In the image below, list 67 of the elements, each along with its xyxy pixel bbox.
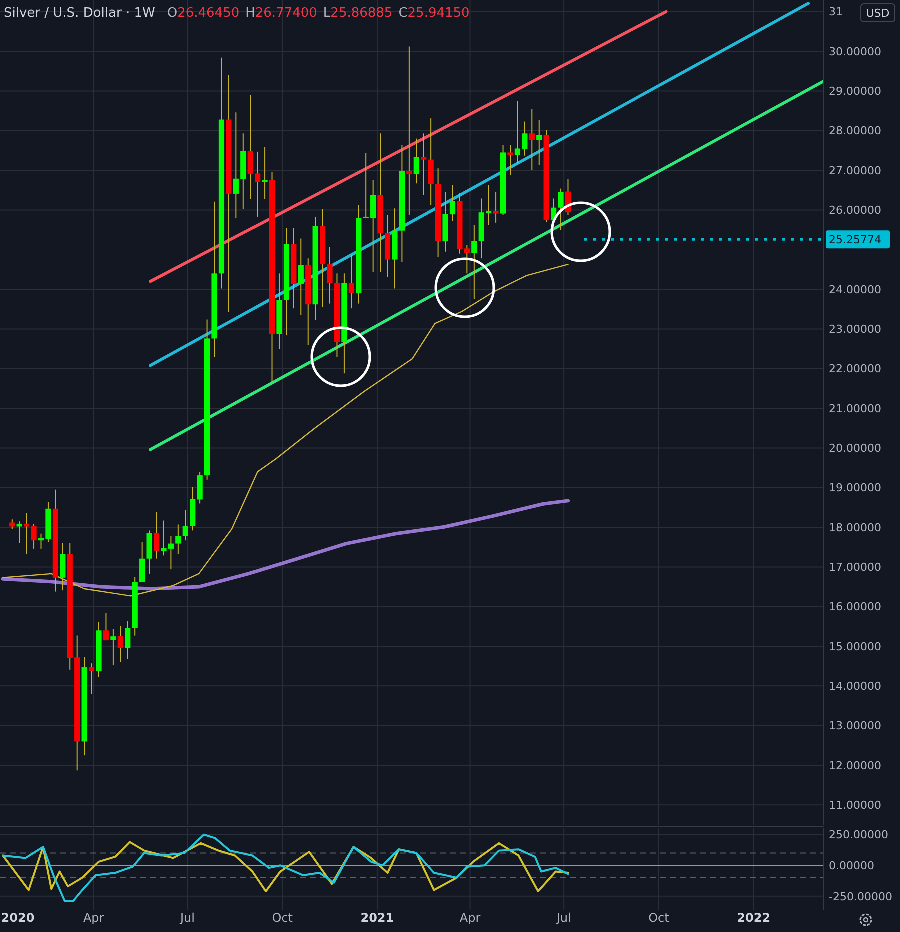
line-series (2, 841, 570, 893)
candlestick (472, 224, 478, 300)
y-tick-label: 30.00000 (829, 45, 882, 58)
y-tick-label: 26.00000 (829, 204, 882, 218)
candlestick (529, 108, 535, 171)
candlestick (262, 146, 268, 200)
candlestick (182, 510, 188, 542)
y-tick-label: 20.00000 (829, 442, 882, 456)
candlestick (406, 46, 412, 216)
y-tick-label: 24.00000 (829, 283, 882, 296)
candlestick (125, 621, 131, 660)
y-tick-label: 15.00000 (829, 640, 882, 654)
y-tick-label: 18.00000 (829, 521, 882, 534)
candlestick (536, 120, 542, 166)
annotation: C25.94150 (398, 6, 470, 21)
x-tick-label: Apr (83, 911, 104, 925)
candlestick (88, 663, 95, 695)
x-tick-label: Jul (179, 911, 195, 925)
y-tick-label: 11.00000 (829, 799, 882, 812)
x-tick-label: Apr (460, 911, 481, 925)
y-tick-label: 31 (829, 6, 843, 19)
candlestick (176, 524, 182, 555)
y-tick-label: 28.00000 (829, 124, 882, 138)
y-tick-label: 27.00000 (829, 164, 882, 178)
candlestick (421, 133, 427, 196)
y-tick-label: 14.00000 (829, 680, 882, 694)
candlestick (154, 512, 160, 560)
y-tick-label: 16.00000 (829, 600, 882, 614)
line-series (2, 264, 569, 597)
y-tick-label: 12.00000 (829, 759, 882, 772)
y-tick-label: 21.00000 (829, 402, 882, 416)
y-tick-label: 23.00000 (829, 323, 882, 336)
candlestick (414, 138, 420, 184)
candlestick (558, 188, 564, 231)
candlestick (110, 628, 116, 666)
candlestick (103, 612, 110, 642)
y-tick-label: 29.00000 (829, 85, 882, 98)
candlestick (60, 542, 66, 592)
x-tick-label: 2020 (1, 911, 35, 925)
candlestick (140, 542, 146, 583)
candlestick (118, 626, 124, 663)
text: Silver / U.S. Dollar · 1W (4, 6, 156, 21)
y-tick-label: -250.00000 (829, 890, 892, 904)
y-tick-label: 250.00000 (829, 828, 888, 842)
y-tick-label: 19.00000 (829, 482, 882, 495)
line-series (1, 499, 570, 591)
y-tick-label: 22.00000 (829, 362, 882, 376)
y-tick-label: 13.00000 (829, 720, 882, 733)
candlestick (348, 254, 354, 310)
x-tick-label: 2022 (737, 911, 771, 925)
candlestick (298, 238, 304, 316)
candlestick (508, 144, 514, 176)
candlestick (493, 191, 499, 224)
ref-line-label: 25.25774 (829, 234, 882, 247)
x-tick-label: Jul (556, 911, 572, 925)
candlestick (327, 246, 333, 304)
annotation: O26.46450 (167, 6, 240, 21)
x-tick-label: Oct (272, 911, 294, 925)
x-tick-label: Oct (648, 911, 670, 925)
y-tick-label: 0.00000 (829, 859, 874, 872)
candlestick (31, 523, 37, 550)
annotation: H26.77400 (246, 6, 318, 21)
y-tick-label: 17.00000 (829, 561, 882, 574)
annotation: L25.86885 (323, 6, 393, 21)
text: USD (866, 6, 890, 20)
x-tick-label: 2021 (360, 911, 394, 925)
line-series (2, 834, 570, 902)
